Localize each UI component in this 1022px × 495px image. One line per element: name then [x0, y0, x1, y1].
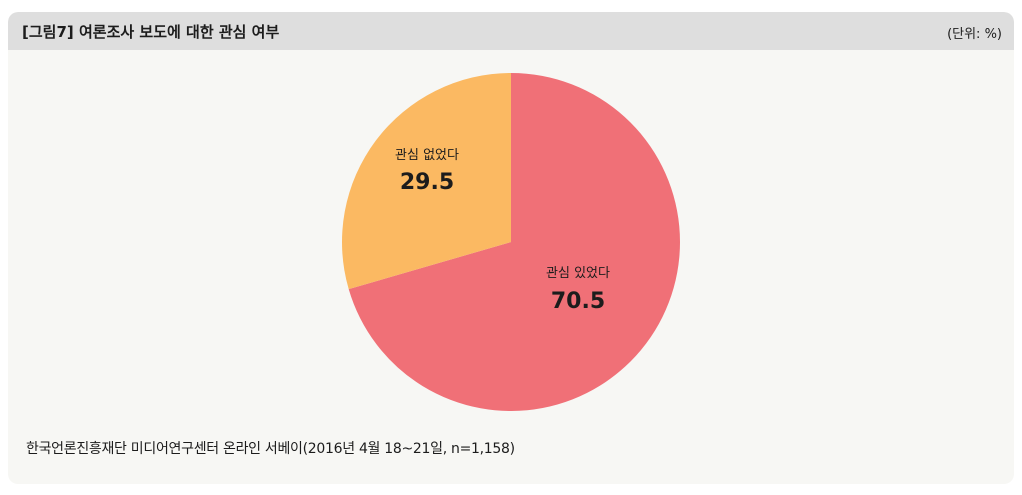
slice-value-label-interested: 70.5 — [551, 289, 605, 314]
pie-slice-not-interested — [341, 73, 511, 290]
slice-value-label-not-interested: 29.5 — [400, 170, 454, 195]
pie-slice-interested — [348, 73, 680, 412]
unit-label: (단위: %) — [947, 27, 1002, 42]
slice-category-label-not-interested: 관심 없었다 — [395, 148, 459, 163]
slice-category-label-interested: 관심 있었다 — [546, 266, 610, 281]
chart-title: [그림7] 여론조사 보도에 대한 관심 여부 — [22, 23, 280, 41]
chart-panel: [그림7] 여론조사 보도에 대한 관심 여부 (단위: %) 관심 있었다 7… — [8, 12, 1014, 484]
pie-chart: 관심 있었다 70.5 관심 없었다 29.5 — [341, 73, 680, 412]
source-note: 한국언론진흥재단 미디어연구센터 온라인 서베이(2016년 4월 18~21일… — [26, 441, 515, 457]
chart-header: [그림7] 여론조사 보도에 대한 관심 여부 (단위: %) — [8, 12, 1014, 50]
